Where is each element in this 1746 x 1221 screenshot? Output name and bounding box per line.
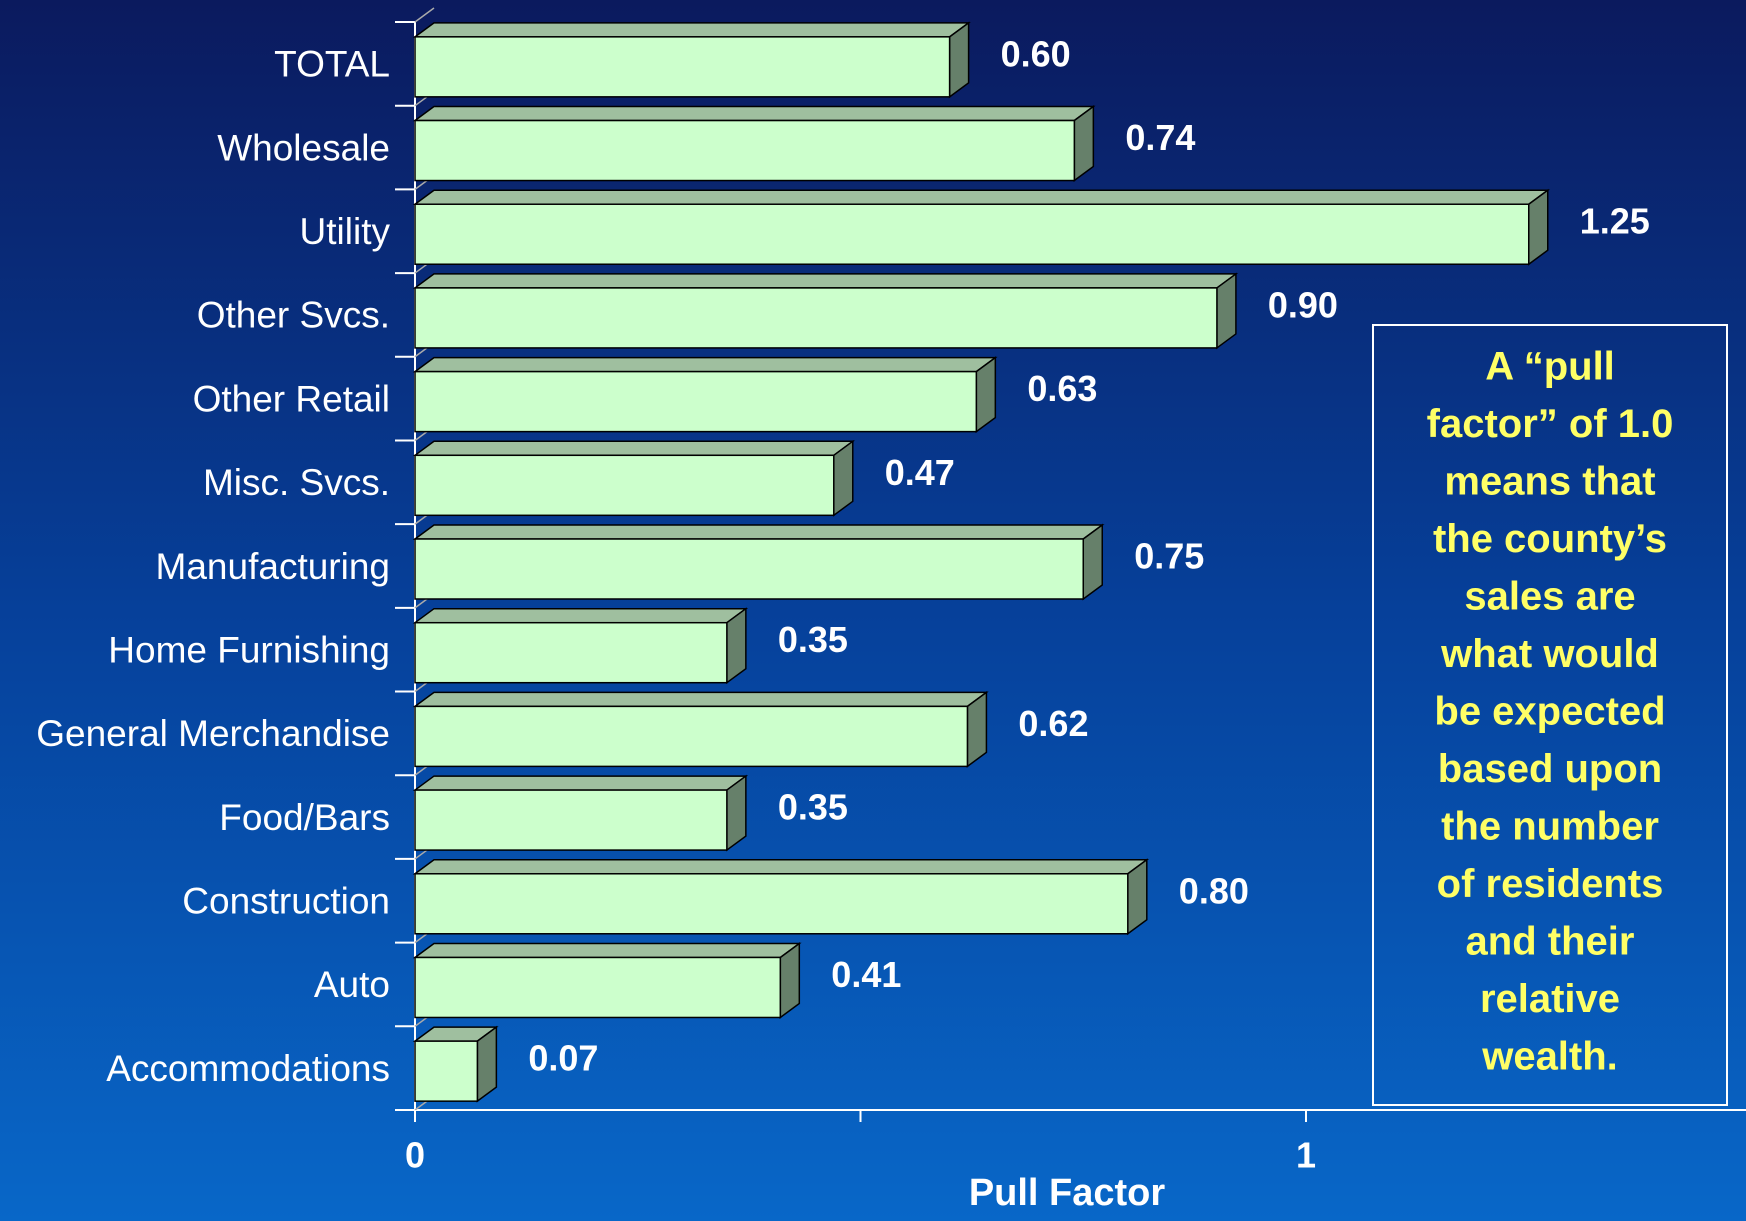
bar-top: [412, 440, 856, 457]
annotation-line: what would: [1440, 632, 1659, 676]
annotation-line: A “pull: [1485, 345, 1615, 389]
bar-top: [412, 942, 802, 959]
annotation-line: the county’s: [1433, 517, 1667, 561]
value-label: 0.80: [1179, 870, 1249, 911]
x-tick-label: 1: [1296, 1135, 1316, 1176]
value-label: 0.07: [528, 1038, 598, 1079]
value-label: 0.41: [831, 954, 901, 995]
bar-side: [1082, 523, 1103, 601]
bar-side: [726, 774, 747, 852]
value-label: 0.35: [778, 787, 848, 828]
bar: [414, 370, 978, 433]
annotation-line: wealth.: [1481, 1035, 1618, 1079]
value-label: 1.25: [1580, 201, 1650, 242]
annotation-line: relative: [1480, 977, 1620, 1021]
bar-top: [412, 105, 1096, 122]
value-label: 0.62: [1018, 703, 1088, 744]
y-tick-label: General Merchandise: [36, 713, 390, 754]
bar-top: [412, 356, 998, 373]
annotation-line: based upon: [1438, 747, 1662, 791]
bar: [414, 287, 1218, 349]
bar-top: [412, 273, 1239, 289]
bar: [414, 538, 1084, 600]
bar-top: [412, 775, 749, 791]
y-tick-label: Other Retail: [193, 378, 390, 419]
bar-top: [412, 859, 1150, 875]
x-tick-label: 0: [405, 1135, 425, 1176]
bar: [414, 119, 1076, 182]
bar-top: [412, 189, 1551, 205]
bar-side: [1528, 188, 1549, 266]
bar-side: [833, 439, 854, 517]
wall-edge: [414, 7, 435, 23]
bar: [414, 36, 951, 98]
annotation-line: the number: [1441, 805, 1659, 849]
bar-side: [966, 690, 988, 768]
y-tick-label: TOTAL: [274, 44, 390, 85]
value-label: 0.63: [1027, 368, 1097, 409]
bar-side: [1073, 105, 1095, 183]
annotation-line: be expected: [1434, 690, 1665, 734]
bar: [414, 705, 969, 768]
bar: [414, 454, 835, 517]
y-tick-label: Manufacturing: [156, 546, 390, 587]
bar-side: [726, 607, 747, 685]
annotation-box: [1372, 324, 1728, 1106]
bar: [414, 203, 1530, 265]
bar-top: [412, 524, 1105, 540]
value-label: 0.75: [1134, 536, 1204, 577]
annotation-line: means that: [1444, 460, 1655, 504]
bar-side: [1127, 858, 1148, 936]
bar: [414, 873, 1129, 935]
value-label: 0.35: [778, 619, 848, 660]
bar: [414, 789, 728, 851]
y-tick-label: Home Furnishing: [108, 629, 390, 670]
x-axis-title: Pull Factor: [969, 1172, 1166, 1214]
bar-side: [1216, 272, 1237, 350]
bar: [414, 956, 782, 1019]
bar-side: [948, 21, 970, 99]
y-tick-label: Auto: [314, 964, 390, 1005]
annotation-line: sales are: [1464, 575, 1635, 619]
bar-side: [975, 356, 997, 434]
bar-side: [779, 941, 801, 1019]
y-tick-label: Accommodations: [106, 1048, 390, 1089]
annotation-line: of residents: [1437, 862, 1664, 906]
value-label: 0.47: [885, 452, 955, 493]
bar: [414, 621, 728, 684]
value-label: 0.74: [1125, 117, 1195, 158]
value-label: 0.60: [1001, 33, 1071, 74]
y-tick-label: Construction: [182, 881, 390, 922]
y-tick-label: Misc. Svcs.: [203, 462, 390, 503]
annotation-line: factor” of 1.0: [1427, 402, 1674, 446]
bar-side: [476, 1025, 498, 1103]
annotation-line: and their: [1466, 920, 1635, 964]
y-tick-label: Food/Bars: [219, 797, 390, 838]
y-tick-label: Wholesale: [217, 127, 390, 168]
bar-top: [412, 22, 971, 38]
bar: [414, 1040, 479, 1102]
value-label: 0.90: [1268, 284, 1338, 325]
y-tick-label: Other Svcs.: [197, 295, 390, 336]
y-tick-label: Utility: [300, 211, 391, 252]
bar-top: [412, 607, 749, 624]
bar-top: [412, 691, 989, 708]
